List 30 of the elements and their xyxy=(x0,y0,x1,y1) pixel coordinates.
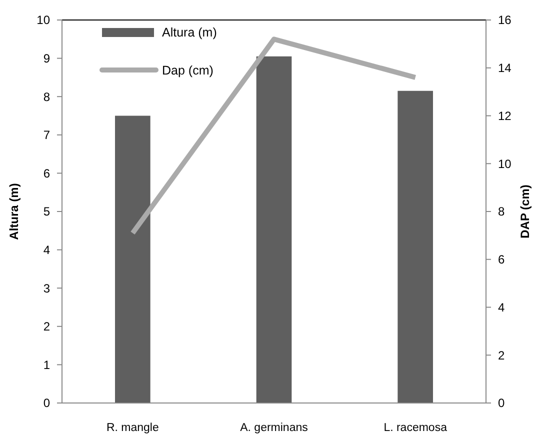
y-tick-label: 10 xyxy=(36,13,50,28)
y-tick-label: 8 xyxy=(43,90,50,104)
bar xyxy=(256,56,292,403)
x-tick-label: R. mangle xyxy=(106,422,159,434)
x-tick-label: L. racemosa xyxy=(384,422,448,434)
x-tick-label: A. germinans xyxy=(240,422,308,434)
legend-label: Dap (cm) xyxy=(162,63,214,78)
y-tick-label: 9 xyxy=(43,52,50,66)
y-tick-label: 1 xyxy=(43,358,50,372)
bar xyxy=(398,90,433,403)
y2-tick-label: 4 xyxy=(498,300,505,314)
y2-tick-label: 14 xyxy=(498,61,512,76)
y2-axis-title: DAP (cm) xyxy=(518,184,532,238)
y-axis-title: Altura (m) xyxy=(7,183,21,240)
legend-label: Altura (m) xyxy=(162,25,217,40)
y2-tick-label: 8 xyxy=(498,204,505,219)
y2-tick-label: 16 xyxy=(498,13,512,28)
y-tick-label: 4 xyxy=(43,243,50,257)
y2-tick-label: 2 xyxy=(498,348,505,362)
y-tick-label: 6 xyxy=(43,166,50,180)
y-tick-label: 3 xyxy=(43,281,50,296)
y-tick-label: 2 xyxy=(43,320,50,334)
y-tick-label: 0 xyxy=(43,396,50,410)
y-tick-label: 7 xyxy=(43,128,50,142)
y2-tick-label: 0 xyxy=(498,396,505,410)
y2-tick-label: 6 xyxy=(498,252,505,267)
y-tick-label: 5 xyxy=(43,204,50,219)
y2-tick-label: 10 xyxy=(498,156,512,171)
bar xyxy=(115,116,150,403)
y2-tick-label: 12 xyxy=(498,108,512,123)
